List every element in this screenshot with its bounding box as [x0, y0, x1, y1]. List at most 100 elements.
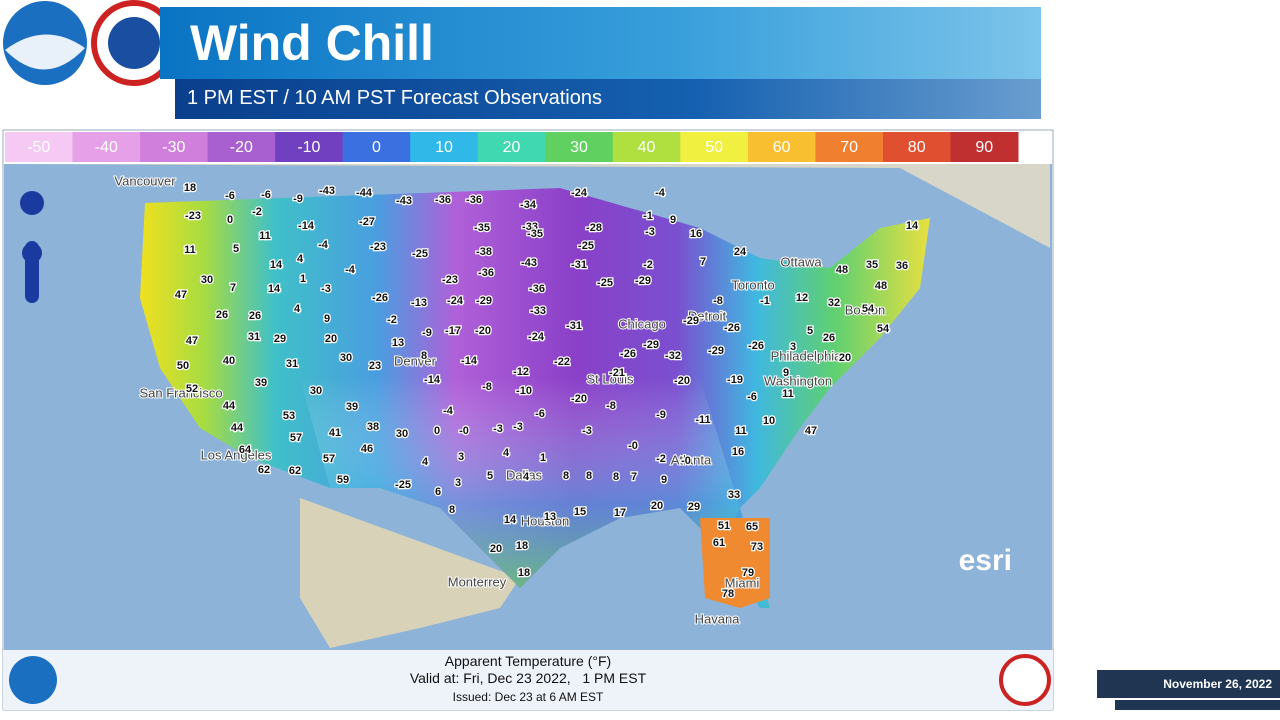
reading: 57: [290, 432, 302, 444]
esri-logo: esri: [959, 544, 1012, 577]
legend-label: 60: [773, 139, 791, 156]
legend-swatch: [342, 132, 411, 162]
reading: -29: [635, 275, 651, 287]
reading: -33: [522, 221, 538, 233]
logos: [3, 0, 175, 86]
city-label: Toronto: [731, 277, 774, 292]
reading: 20: [839, 352, 851, 364]
reading: 18: [184, 182, 196, 194]
reading: 54: [862, 303, 875, 315]
reading: 23: [369, 360, 381, 372]
reading: -4: [345, 264, 356, 276]
legend-label: 30: [570, 139, 588, 156]
legend-label: -10: [297, 139, 320, 156]
reading: -8: [606, 400, 616, 412]
reading: -33: [530, 305, 546, 317]
reading: -6: [535, 408, 545, 420]
legend-label: -40: [95, 139, 118, 156]
reading: 7: [631, 471, 637, 483]
reading: 54: [877, 323, 890, 335]
reading: -2: [656, 453, 666, 465]
reading: 57: [323, 453, 335, 465]
reading: 4: [422, 456, 429, 468]
reading: 14: [268, 283, 281, 295]
city-label: Vancouver: [114, 173, 176, 188]
city-label: Atlanta: [671, 452, 712, 467]
reading: -4: [443, 405, 454, 417]
reading: 24: [734, 246, 747, 258]
reading: -24: [571, 187, 588, 199]
reading: -12: [513, 366, 529, 378]
reading: 10: [763, 415, 775, 427]
legend-label: -20: [230, 139, 253, 156]
reading: 0: [434, 425, 440, 437]
city-label: Miami: [725, 575, 760, 590]
header-bar: [160, 7, 1041, 79]
reading: 11: [782, 388, 794, 400]
reading: 51: [718, 520, 730, 532]
city-label: Los Angeles: [201, 447, 272, 462]
reading: 20: [325, 333, 337, 345]
reading: -21: [609, 367, 625, 379]
city-label: Monterrey: [448, 574, 507, 589]
reading: 7: [700, 256, 706, 268]
reading: 44: [223, 400, 236, 412]
reading: 61: [713, 537, 725, 549]
reading: -9: [422, 327, 432, 339]
reading: 3: [458, 451, 464, 463]
reading: 29: [274, 333, 286, 345]
reading: 14: [504, 514, 517, 526]
reading: 3: [790, 341, 796, 353]
legend-swatch: [275, 132, 344, 162]
reading: -0: [459, 425, 469, 437]
reading: 8: [563, 470, 569, 482]
reading: 59: [337, 474, 349, 486]
reading: 11: [259, 230, 271, 242]
reading: 12: [796, 292, 808, 304]
reading: -36: [466, 194, 482, 206]
reading: 26: [823, 332, 835, 344]
reading: -35: [474, 222, 490, 234]
reading: -25: [412, 248, 428, 260]
reading: 8: [421, 350, 427, 362]
legend-label: 90: [975, 139, 993, 156]
reading: 41: [329, 427, 341, 439]
city-label: Boston: [845, 302, 885, 317]
reading: 13: [392, 337, 404, 349]
reading: 4: [294, 303, 301, 315]
reading: 20: [651, 500, 663, 512]
reading: -4: [655, 187, 666, 199]
reading: -25: [578, 240, 594, 252]
legend-label: 20: [503, 139, 521, 156]
reading: -22: [554, 356, 570, 368]
reading: 50: [177, 360, 189, 372]
reading: -3: [645, 226, 655, 238]
reading: 30: [201, 274, 213, 286]
reading: 5: [807, 325, 813, 337]
reading: 26: [249, 310, 261, 322]
reading: -1: [643, 210, 653, 222]
reading: 15: [574, 506, 586, 518]
reading: 11: [735, 425, 747, 437]
reading: -25: [597, 277, 613, 289]
reading: -43: [319, 185, 335, 197]
reading: -36: [478, 267, 494, 279]
reading: -6: [261, 189, 271, 201]
reading: -36: [435, 194, 451, 206]
reading: 31: [286, 358, 298, 370]
legend-swatch: [680, 132, 749, 162]
reading: -23: [442, 274, 458, 286]
reading: 78: [722, 588, 734, 600]
reading: -8: [713, 295, 723, 307]
reading: -20: [475, 325, 491, 337]
reading: 9: [324, 313, 330, 325]
reading: 14: [906, 220, 919, 232]
title: Wind Chill: [190, 15, 434, 71]
reading: 73: [751, 541, 763, 553]
reading: 47: [186, 335, 198, 347]
reading: -6: [225, 190, 235, 202]
date-bar: [1115, 700, 1280, 710]
reading: 9: [783, 367, 789, 379]
reading: -2: [387, 314, 397, 326]
reading: 44: [231, 422, 244, 434]
